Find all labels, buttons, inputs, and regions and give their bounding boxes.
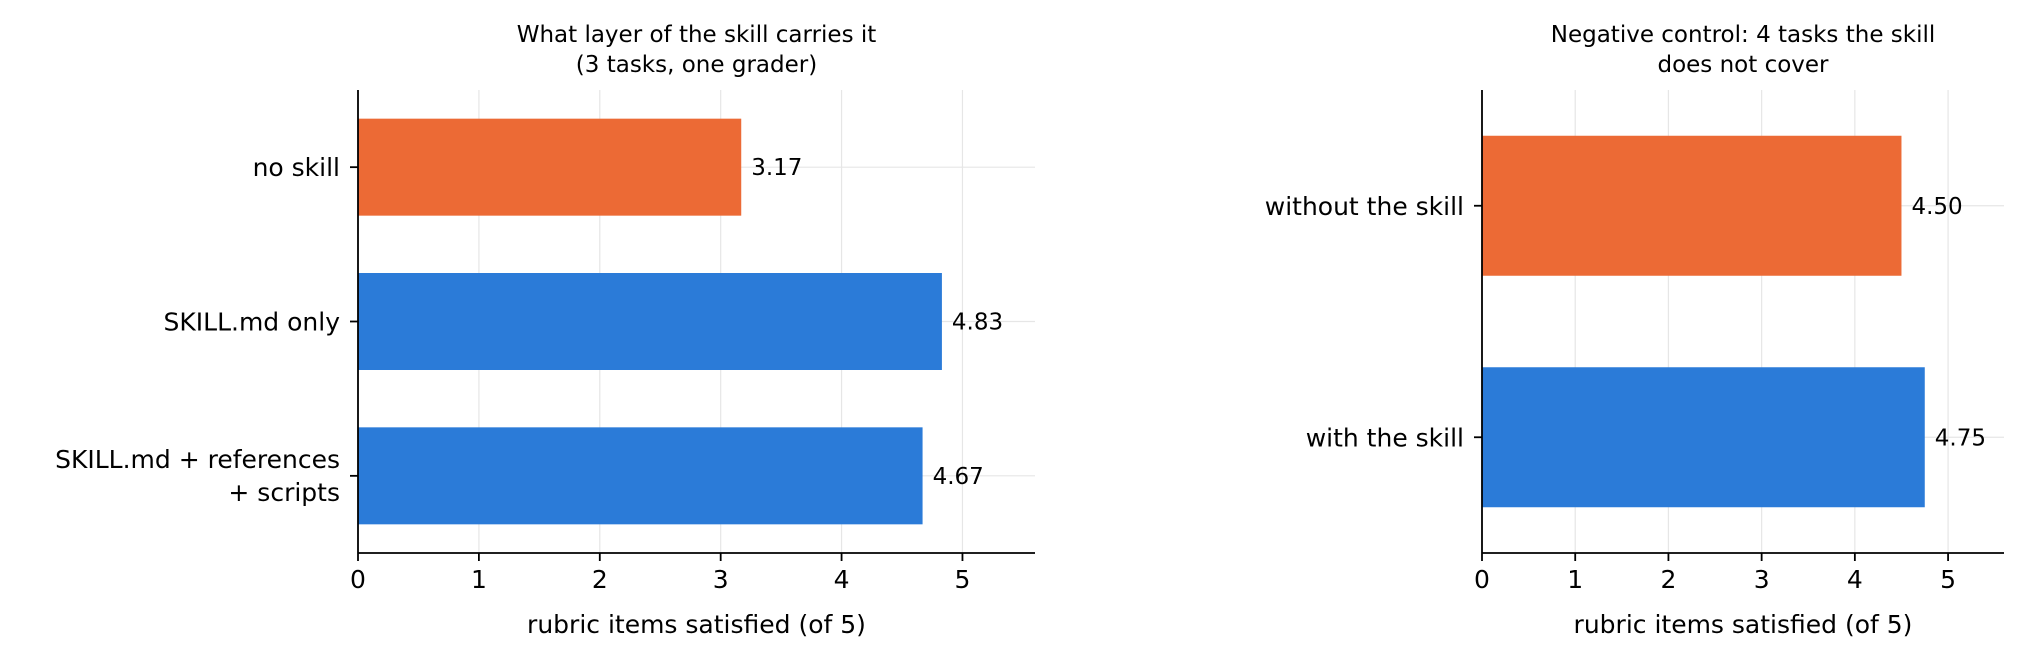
bar: [358, 273, 942, 370]
x-tick-label: 1: [471, 565, 487, 594]
data-label: 3.17: [751, 155, 802, 181]
x-tick-label: 5: [955, 565, 971, 594]
x-tick-label: 4: [834, 565, 850, 594]
x-tick-label: 2: [592, 565, 608, 594]
bar: [358, 118, 742, 216]
category-label: SKILL.md + references + scripts: [55, 445, 340, 507]
chart-title: Negative control: 4 tasks the skill does …: [1551, 22, 1936, 78]
x-tick-label: 3: [713, 565, 729, 594]
category-label: no skill: [253, 153, 340, 182]
x-tick-label: 2: [1660, 565, 1676, 594]
data-label: 4.83: [952, 310, 1003, 336]
bar: [1482, 135, 1902, 276]
data-label: 4.75: [1935, 425, 1986, 451]
bar: [1482, 367, 1925, 508]
x-tick-label: 5: [1940, 565, 1956, 594]
x-tick-label: 4: [1847, 565, 1863, 594]
data-label: 4.50: [1911, 194, 1962, 220]
data-label: 4.67: [933, 464, 984, 490]
x-axis-label: rubric items satisfied (of 5): [527, 610, 866, 639]
chart-negative-control: 4.50 4.75 0 1 2 3 4 5 without the skill with the …: [1265, 22, 2004, 639]
x-tick-label: 0: [350, 565, 366, 594]
chart-skill-layer: 3.17 4.83 4.67 0 1 2 3 4 5 no skill SKILL.md only S…: [55, 22, 1035, 639]
chart-title: What layer of the skill carries it (3 tas…: [517, 22, 877, 78]
bar: [358, 427, 923, 525]
x-axis-label: rubric items satisfied (of 5): [1574, 610, 1913, 639]
x-tick-label: 0: [1474, 565, 1490, 594]
x-tick-label: 1: [1567, 565, 1583, 594]
x-tick-label: 3: [1754, 565, 1770, 594]
category-label: SKILL.md only: [164, 308, 341, 337]
category-label: without the skill: [1265, 192, 1464, 221]
category-label: with the skill: [1306, 423, 1464, 452]
